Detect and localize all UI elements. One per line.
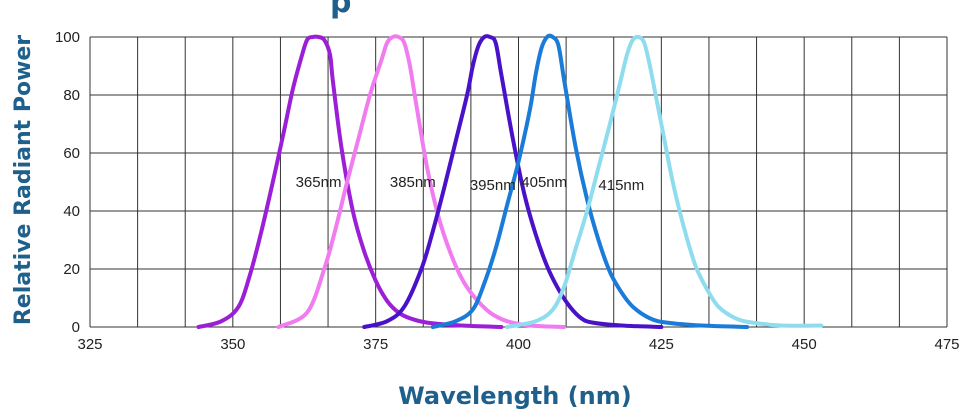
annotation-415nm: 415nm bbox=[598, 177, 644, 194]
x-tick-label: 325 bbox=[77, 336, 102, 353]
y-tick-labels: 0 20 40 60 80 100 bbox=[55, 29, 80, 336]
x-tick-label: 450 bbox=[792, 336, 817, 353]
y-tick-label: 0 bbox=[72, 319, 80, 336]
y-tick-label: 80 bbox=[63, 87, 80, 104]
x-tick-label: 350 bbox=[220, 336, 245, 353]
annotation-405nm: 405nm bbox=[521, 174, 567, 191]
series-line-415nm bbox=[505, 34, 824, 329]
x-tick-label: 475 bbox=[934, 336, 959, 353]
y-tick-label: 20 bbox=[63, 261, 80, 278]
series-line-395nm bbox=[362, 34, 664, 329]
series-line-365nm bbox=[196, 34, 504, 329]
chart-title-fragment: p bbox=[330, 0, 351, 20]
x-axis-label: Wavelength (nm) bbox=[398, 382, 631, 410]
peak-annotations: 365nm 385nm 395nm 405nm 415nm bbox=[296, 174, 645, 194]
y-tick-label: 100 bbox=[55, 29, 80, 46]
x-tick-labels: 325 350 375 400 425 450 475 bbox=[77, 336, 959, 353]
annotation-385nm: 385nm bbox=[390, 174, 436, 191]
series-group bbox=[196, 33, 824, 329]
series-line-405nm bbox=[430, 33, 750, 329]
x-tick-label: 375 bbox=[363, 336, 388, 353]
x-tick-label: 400 bbox=[506, 336, 531, 353]
y-axis-label: Relative Radiant Power bbox=[11, 35, 36, 325]
annotation-365nm: 365nm bbox=[296, 174, 342, 191]
grid bbox=[89, 36, 948, 328]
annotation-395nm: 395nm bbox=[470, 177, 516, 194]
y-tick-label: 60 bbox=[63, 145, 80, 162]
x-tick-label: 425 bbox=[649, 336, 674, 353]
y-tick-label: 40 bbox=[63, 203, 80, 220]
